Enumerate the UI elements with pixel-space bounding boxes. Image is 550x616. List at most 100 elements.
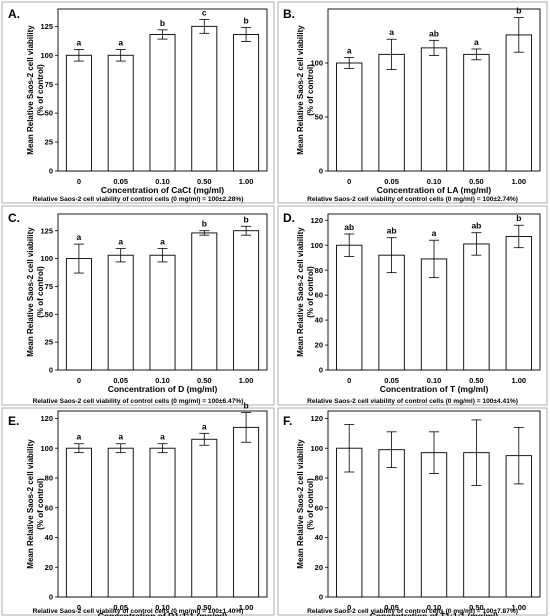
x-tick-label: 0 [347, 376, 351, 385]
y-axis-label: Mean Relative Saos-2 cell viability(% of… [26, 227, 45, 357]
y-tick-label: 20 [45, 563, 53, 572]
significance-letter: c [202, 7, 207, 17]
footnote: Relative Saos-2 cell viability of contro… [33, 608, 244, 615]
x-axis-label: Concentration of T (mg/ml) [380, 384, 489, 394]
y-axis-label-line: Mean Relative Saos-2 cell viability [296, 25, 305, 155]
bar [378, 449, 405, 598]
y-tick-label: 0 [49, 167, 53, 176]
bar [505, 34, 532, 172]
bar [191, 232, 218, 371]
bar [463, 53, 490, 172]
y-axis-label-line: Mean Relative Saos-2 cell viability [26, 25, 35, 155]
y-axis-label: Mean Relative Saos-2 cell viability(% of… [296, 439, 315, 569]
x-tick-label: 0 [77, 376, 81, 385]
y-tick-label: 25 [45, 338, 53, 347]
x-tick-label: 0.50 [197, 376, 212, 385]
y-axis-label-line: Mean Relative Saos-2 cell viability [296, 227, 305, 357]
x-tick-label: 1.00 [239, 376, 254, 385]
x-tick-label: 0.10 [155, 603, 170, 612]
x-tick-label: 0.05 [384, 603, 399, 612]
y-tick-label: 60 [45, 503, 53, 512]
y-axis-label: Mean Relative Saos-2 cell viability(% of… [26, 439, 45, 569]
x-tick-label: 1.00 [239, 603, 254, 612]
x-tick-label: 0 [77, 177, 81, 186]
bar [233, 34, 260, 172]
significance-letter: b [243, 400, 248, 410]
panel-letter: B. [283, 7, 295, 21]
footnote: Relative Saos-2 cell viability of contro… [307, 196, 518, 203]
y-axis-label: Mean Relative Saos-2 cell viability(% of… [26, 25, 45, 155]
significance-letter: a [474, 37, 479, 47]
chart-panel-6: F. 0 20 40 60 80 100 120 Mean Relative Saos-2 ce… [277, 407, 548, 616]
y-tick-label: 80 [315, 474, 323, 483]
significance-letter: a [118, 38, 123, 48]
x-axis-label: Concentration of T1:1:1 (mg/ml) [370, 611, 499, 616]
bar [107, 447, 134, 598]
significance-letter: a [347, 46, 352, 56]
bar [65, 54, 92, 172]
x-tick-label: 0.05 [384, 376, 399, 385]
panel-letter: D. [283, 211, 295, 225]
y-tick-label: 0 [319, 366, 323, 375]
x-tick-label: 0.50 [469, 376, 484, 385]
bar [149, 254, 176, 371]
y-tick-label: 100 [40, 254, 53, 263]
significance-letter: a [118, 432, 123, 442]
y-tick-label: 20 [315, 563, 323, 572]
y-axis-label-line: Mean Relative Saos-2 cell viability [296, 439, 305, 569]
significance-letter: b [243, 16, 248, 26]
x-tick-label: 0.10 [155, 376, 170, 385]
significance-letter: a [77, 432, 82, 442]
significance-letter: ab [429, 28, 439, 38]
y-tick-label: 120 [310, 414, 323, 423]
y-axis-label-line: (% of control) [36, 478, 45, 530]
x-tick-label: 1.00 [511, 376, 526, 385]
x-tick-label: 0.10 [155, 177, 170, 186]
x-tick-label: 0 [347, 603, 351, 612]
significance-letter: a [77, 232, 82, 242]
y-tick-label: 50 [45, 109, 53, 118]
bar [336, 244, 363, 371]
y-tick-label: 100 [40, 444, 53, 453]
x-axis-label: Concentration of D (mg/ml) [108, 384, 218, 394]
bar [420, 47, 448, 172]
y-axis-label-line: (% of control) [36, 64, 45, 116]
y-tick-label: 40 [315, 316, 323, 325]
significance-letter: b [516, 6, 521, 16]
x-tick-label: 0.05 [113, 376, 128, 385]
y-axis-label-line: (% of control) [306, 266, 315, 318]
y-axis-label: Mean Relative Saos-2 cell viability(% of… [296, 25, 315, 155]
chart-panel-5: E. 0 20 40 60 80 100 120 Mean Relative Saos-2 ce… [1, 400, 275, 616]
bar [420, 452, 448, 598]
significance-letter: b [202, 219, 207, 229]
significance-letter: ab [387, 226, 397, 236]
footnote: Relative Saos-2 cell viability of contro… [33, 196, 244, 203]
significance-letter: a [160, 237, 165, 247]
y-tick-label: 0 [49, 593, 53, 602]
y-tick-label: 100 [310, 59, 323, 68]
panel-frame [1, 205, 275, 406]
y-axis-label-line: (% of control) [306, 64, 315, 116]
significance-letter: ab [344, 222, 354, 232]
bar [65, 447, 92, 598]
footnote: Relative Saos-2 cell viability of contro… [307, 608, 518, 615]
y-tick-label: 120 [40, 414, 53, 423]
significance-letter: b [160, 18, 165, 28]
y-tick-label: 100 [310, 444, 323, 453]
y-tick-label: 75 [45, 80, 53, 89]
y-tick-label: 0 [319, 167, 323, 176]
panel-letter: E. [8, 414, 19, 428]
y-tick-label: 75 [45, 282, 53, 291]
bar [65, 258, 92, 371]
x-tick-label: 0.05 [384, 177, 399, 186]
y-tick-label: 80 [315, 266, 323, 275]
bar [149, 447, 176, 598]
y-tick-label: 0 [319, 593, 323, 602]
bar [420, 258, 448, 371]
footnote: Relative Saos-2 cell viability of contro… [307, 398, 518, 405]
significance-letter: b [243, 214, 248, 224]
significance-letter: a [432, 228, 437, 238]
